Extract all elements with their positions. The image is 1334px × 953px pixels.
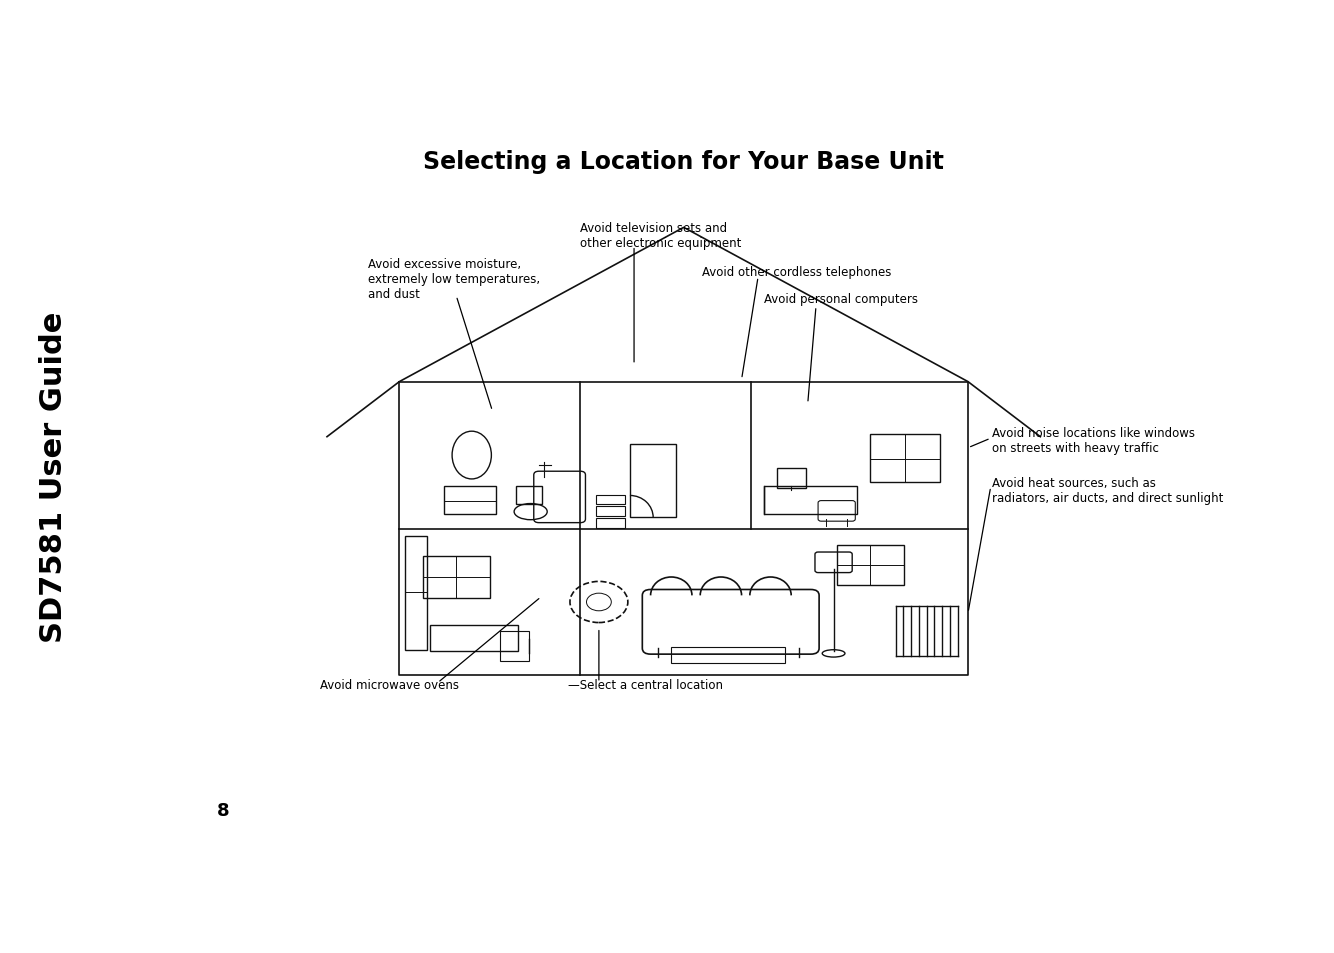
Bar	[431, 626, 519, 652]
Bar	[404, 537, 427, 650]
Bar	[423, 557, 491, 598]
Bar	[671, 647, 784, 663]
Text: Avoid heat sources, such as
radiators, air ducts, and direct sunlight: Avoid heat sources, such as radiators, a…	[991, 476, 1223, 504]
Bar	[630, 444, 676, 518]
Text: Avoid noise locations like windows
on streets with heavy traffic: Avoid noise locations like windows on st…	[991, 427, 1195, 455]
Text: SD7581 User Guide: SD7581 User Guide	[39, 311, 68, 642]
Bar	[870, 435, 940, 483]
Bar	[836, 545, 904, 585]
Bar	[444, 486, 495, 515]
Text: —Select a central location: —Select a central location	[568, 679, 723, 692]
Bar	[776, 468, 806, 489]
Text: Avoid television sets and
other electronic equipment: Avoid television sets and other electron…	[580, 221, 742, 250]
Text: Selecting a Location for Your Base Unit: Selecting a Location for Your Base Unit	[423, 150, 944, 174]
Bar	[516, 486, 542, 505]
Bar	[596, 507, 624, 517]
Text: Avoid excessive moisture,
extremely low temperatures,
and dust: Avoid excessive moisture, extremely low …	[368, 258, 540, 301]
Bar	[596, 496, 624, 505]
Bar	[764, 486, 858, 515]
Text: 8: 8	[217, 801, 229, 819]
Text: Avoid personal computers: Avoid personal computers	[764, 293, 918, 306]
Bar	[596, 518, 624, 528]
Bar	[500, 632, 528, 661]
Text: Avoid microwave ovens: Avoid microwave ovens	[320, 679, 459, 692]
Text: Avoid other cordless telephones: Avoid other cordless telephones	[702, 266, 891, 278]
